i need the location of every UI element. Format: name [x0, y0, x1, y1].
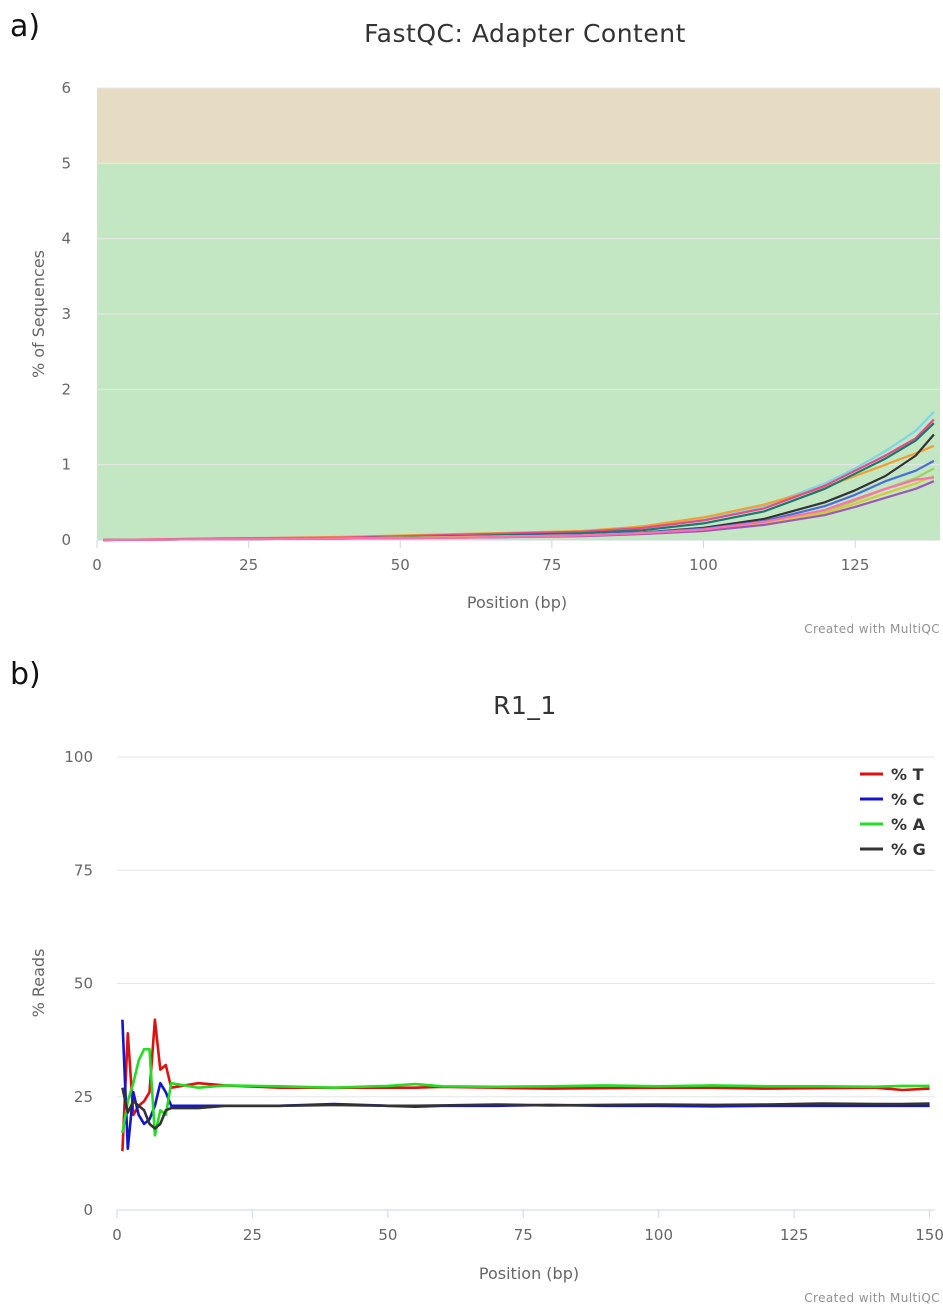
chart-b-x-axis: 0 25 50 75 100 125 150 — [112, 1210, 943, 1244]
legend-label: % T — [891, 765, 924, 784]
chart-b-credit: Created with MultiQC — [804, 1291, 940, 1305]
chart-a-title: FastQC: Adapter Content — [364, 19, 686, 48]
x-tick-label: 75 — [542, 556, 561, 574]
series-line-c[interactable] — [121, 1019, 930, 1151]
y-tick-label: 100 — [64, 748, 93, 766]
chart-a-y-axis-title: % of Sequences — [29, 250, 48, 378]
panel-a: a) FastQC: Adapter Content 0 1 2 3 4 5 6 0 25 50… — [10, 9, 940, 636]
series-line-10[interactable] — [103, 476, 935, 542]
series-line-a[interactable] — [121, 1047, 930, 1137]
x-tick-label: 150 — [915, 1226, 943, 1244]
x-tick-label: 75 — [514, 1226, 533, 1244]
y-tick-label: 0 — [83, 1201, 93, 1219]
legend-item[interactable]: % G — [860, 840, 926, 859]
chart-b-title: R1_1 — [493, 691, 557, 720]
chart-a-threshold-bands — [97, 88, 940, 541]
y-tick-label: 0 — [61, 531, 71, 549]
y-tick-label: 6 — [61, 79, 71, 97]
y-tick-label: 50 — [74, 975, 93, 993]
panel-label-b: b) — [10, 657, 41, 692]
chart-a-credit: Created with MultiQC — [804, 622, 940, 636]
x-tick-label: 25 — [239, 556, 258, 574]
y-tick-label: 3 — [61, 305, 71, 323]
threshold-band-warn — [97, 88, 940, 164]
legend-item[interactable]: % T — [860, 765, 924, 784]
chart-a-y-axis: 0 1 2 3 4 5 6 — [61, 79, 71, 549]
chart-a-x-axis: 0 25 50 75 100 125 — [92, 540, 869, 574]
x-tick-label: 50 — [391, 556, 410, 574]
legend-label: % A — [891, 815, 926, 834]
x-tick-label: 100 — [689, 556, 718, 574]
y-tick-label: 5 — [61, 154, 71, 172]
x-tick-label: 50 — [378, 1226, 397, 1244]
x-tick-label: 0 — [112, 1226, 122, 1244]
y-tick-label: 25 — [74, 1088, 93, 1106]
legend-item[interactable]: % A — [860, 815, 926, 834]
chart-b-x-axis-title: Position (bp) — [479, 1264, 579, 1283]
x-tick-label: 125 — [841, 556, 870, 574]
chart-a-gridlines — [97, 87, 940, 541]
chart-b-gridlines — [117, 756, 935, 1211]
x-tick-label: 100 — [644, 1226, 673, 1244]
chart-a-x-axis-title: Position (bp) — [467, 593, 567, 612]
y-tick-label: 75 — [74, 861, 93, 879]
x-tick-label: 0 — [92, 556, 102, 574]
series-line-g[interactable] — [121, 1087, 930, 1130]
panel-label-a: a) — [10, 9, 40, 44]
y-tick-label: 1 — [61, 456, 71, 474]
panel-b: b) R1_1 0 25 50 75 100 0 25 50 75 100 125 150 Posi… — [10, 657, 943, 1305]
legend-label: % C — [891, 790, 924, 809]
threshold-band-pass — [97, 163, 940, 541]
x-tick-label: 125 — [780, 1226, 809, 1244]
legend-label: % G — [891, 840, 926, 859]
chart-a-plot-area — [103, 411, 935, 542]
x-tick-label: 25 — [243, 1226, 262, 1244]
y-tick-label: 4 — [61, 230, 71, 248]
chart-b-plot-area — [121, 1018, 930, 1152]
chart-b-y-axis: 0 25 50 75 100 — [64, 748, 93, 1219]
y-tick-label: 2 — [61, 380, 71, 398]
chart-b-y-axis-title: % Reads — [29, 949, 48, 1018]
chart-b-legend[interactable]: % T % C % A % G — [860, 765, 926, 859]
legend-item[interactable]: % C — [860, 790, 924, 809]
